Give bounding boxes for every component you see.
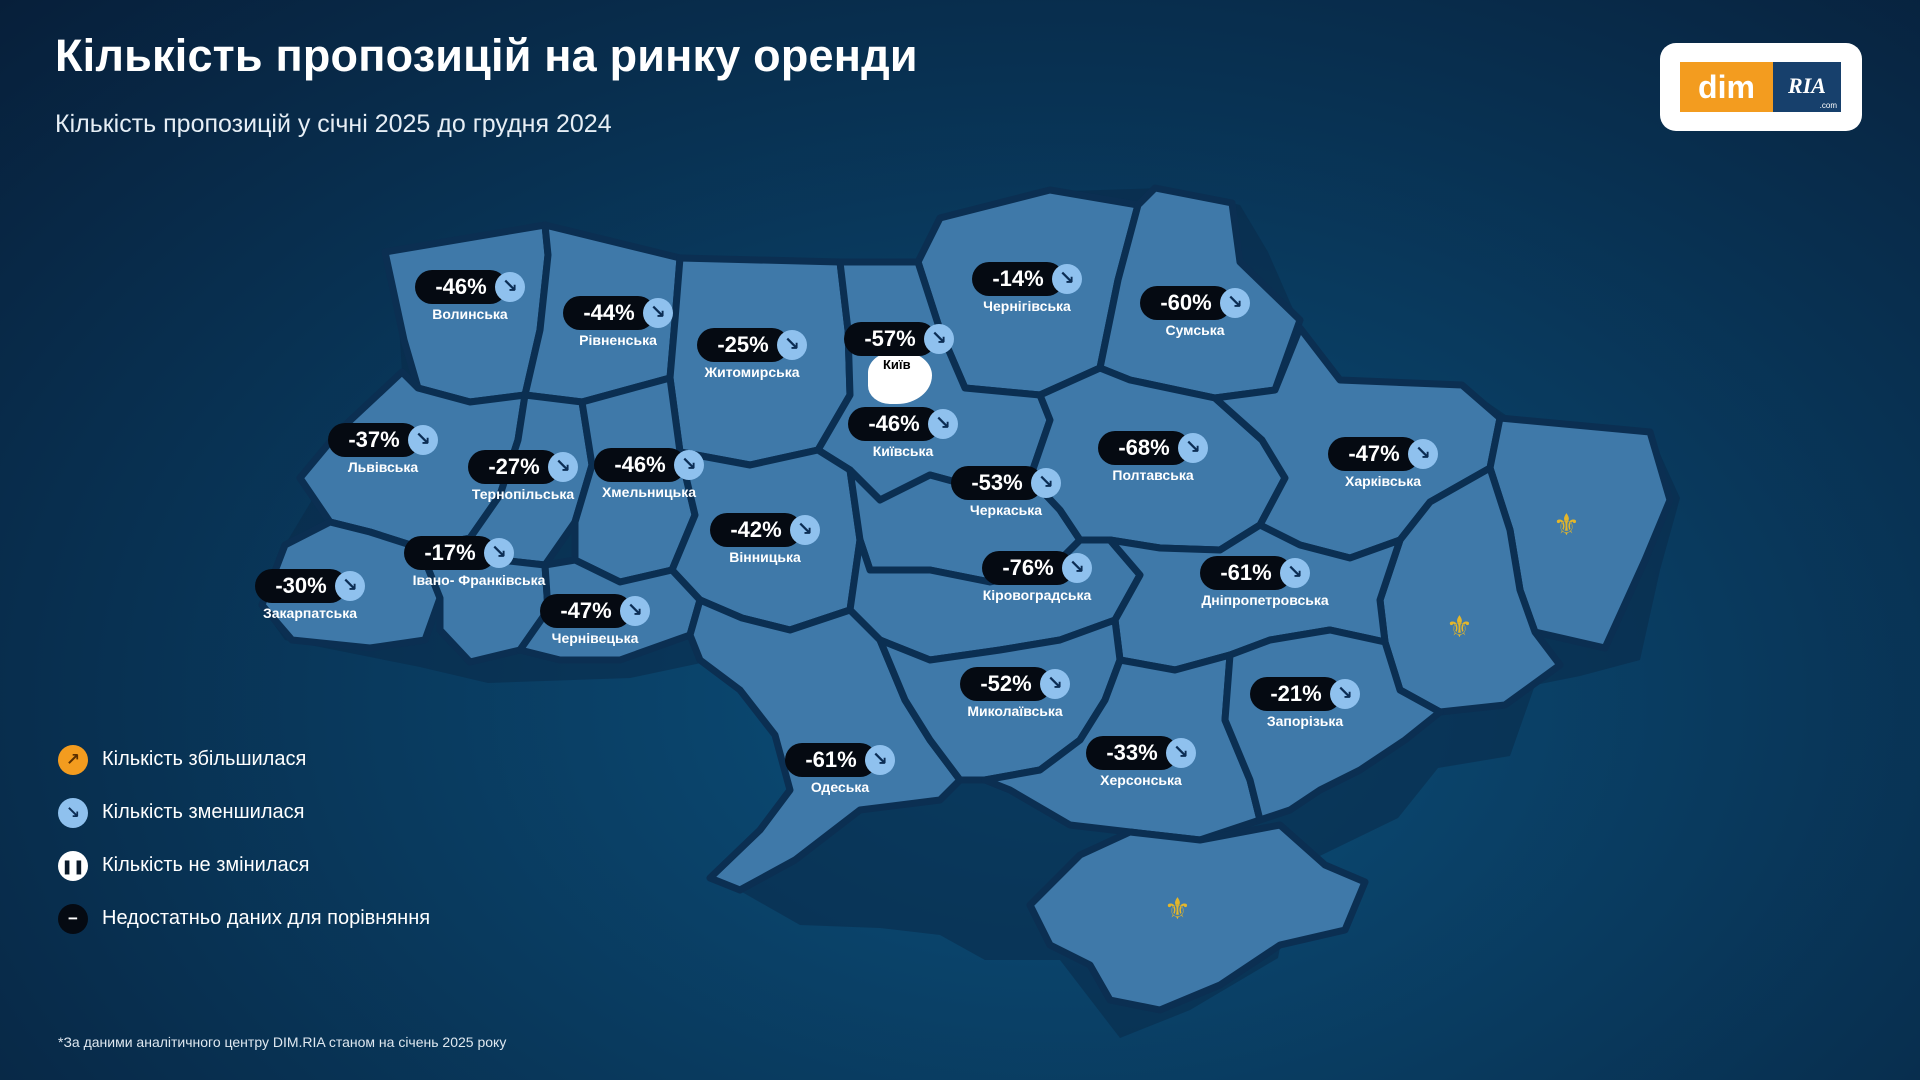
- region-label: Херсонська: [1100, 772, 1182, 788]
- region-label: Вінницька: [729, 549, 801, 565]
- region-percent: -42%: [710, 513, 802, 547]
- region-percent: -21%: [1250, 677, 1342, 711]
- region-label: Закарпатська: [262, 605, 357, 621]
- region-percent: -44%: [563, 296, 655, 330]
- legend-label: Кількість зменшилася: [102, 801, 305, 823]
- legend-label: Кількість не змінилася: [102, 854, 310, 876]
- region-label: Чернівецька: [551, 630, 639, 646]
- region-percent: -37%: [328, 423, 420, 457]
- region-percent: -46%: [415, 270, 507, 304]
- minus-icon: −: [58, 904, 88, 934]
- region-label: Житомирська: [704, 364, 800, 380]
- region-label: Дніпропетровська: [1201, 592, 1329, 608]
- arrow-down-right-icon: ↘: [928, 409, 958, 439]
- page-subtitle: Кількість пропозицій у січні 2025 до гру…: [55, 110, 612, 138]
- pause-icon: ❚❚: [58, 851, 88, 881]
- arrow-down-right-icon: ↘: [790, 515, 820, 545]
- arrow-up-right-icon: ↗: [58, 745, 88, 775]
- arrow-down-right-icon: ↘: [1166, 738, 1196, 768]
- region-label: Волинська: [432, 306, 508, 322]
- footnote: *За даними аналітичного центру DIM.RIA с…: [58, 1034, 507, 1050]
- region-percent: -25%: [697, 328, 789, 362]
- arrow-down-right-icon: ↘: [58, 798, 88, 828]
- arrow-down-right-icon: ↘: [924, 324, 954, 354]
- arrow-down-right-icon: ↘: [548, 452, 578, 482]
- region-label: Харківська: [1344, 473, 1421, 489]
- region-percent: -33%: [1086, 736, 1178, 770]
- logo-dim-part: dim: [1680, 62, 1773, 112]
- arrow-down-right-icon: ↘: [1330, 679, 1360, 709]
- arrow-down-right-icon: ↘: [1040, 669, 1070, 699]
- region-label: Кіровоградська: [982, 587, 1092, 603]
- arrow-down-right-icon: ↘: [495, 272, 525, 302]
- trident-icon: ⚜: [1164, 893, 1191, 926]
- arrow-down-right-icon: ↘: [1280, 558, 1310, 588]
- region-label: Сумська: [1165, 322, 1225, 338]
- logo-ria-part: RIA .com: [1773, 62, 1841, 112]
- region-label: Полтавська: [1112, 467, 1194, 483]
- region-crimea[interactable]: [1026, 821, 1369, 1014]
- region-percent: -47%: [540, 594, 632, 628]
- arrow-down-right-icon: ↘: [620, 596, 650, 626]
- region-percent: -53%: [951, 466, 1043, 500]
- region-percent: -30%: [255, 569, 347, 603]
- logo-com-text: .com: [1819, 101, 1837, 110]
- region-label: Івано- Франківська: [412, 572, 546, 588]
- arrow-down-right-icon: ↘: [1220, 288, 1250, 318]
- kyiv-city-label: Київ: [883, 357, 911, 372]
- region-percent: -14%: [972, 262, 1064, 296]
- arrow-down-right-icon: ↘: [1408, 439, 1438, 469]
- arrow-down-right-icon: ↘: [408, 425, 438, 455]
- region-percent: -57%: [844, 322, 936, 356]
- trident-icon: ⚜: [1446, 611, 1473, 644]
- region-percent: -76%: [982, 551, 1074, 585]
- region-percent: -52%: [960, 667, 1052, 701]
- region-label: Київська: [872, 443, 934, 459]
- trident-icon: ⚜: [1553, 509, 1580, 542]
- arrow-down-right-icon: ↘: [1062, 553, 1092, 583]
- region-label: Миколаївська: [967, 703, 1063, 719]
- region-percent: -27%: [468, 450, 560, 484]
- region-label: Рівненська: [579, 332, 657, 348]
- legend-label: Недостатньо даних для порівняння: [102, 907, 431, 929]
- region-percent: -61%: [785, 743, 877, 777]
- region-label: Чернігівська: [983, 298, 1071, 314]
- page-title: Кількість пропозицій на ринку оренди: [55, 30, 918, 81]
- region-percent: -47%: [1328, 437, 1420, 471]
- arrow-down-right-icon: ↘: [1178, 433, 1208, 463]
- arrow-down-right-icon: ↘: [865, 745, 895, 775]
- region-percent: -60%: [1140, 286, 1232, 320]
- region-label: Тернопільська: [471, 486, 575, 502]
- region-label: Хмельницька: [601, 484, 697, 500]
- arrow-down-right-icon: ↘: [335, 571, 365, 601]
- region-percent: -46%: [848, 407, 940, 441]
- region-percent: -17%: [404, 536, 496, 570]
- arrow-down-right-icon: ↘: [1031, 468, 1061, 498]
- arrow-down-right-icon: ↘: [777, 330, 807, 360]
- region-label: Одеська: [810, 779, 870, 795]
- dim-ria-logo[interactable]: dim RIA .com: [1660, 43, 1862, 131]
- arrow-down-right-icon: ↘: [1052, 264, 1082, 294]
- region-percent: -46%: [594, 448, 686, 482]
- arrow-down-right-icon: ↘: [674, 450, 704, 480]
- arrow-down-right-icon: ↘: [643, 298, 673, 328]
- legend-label: Кількість збільшилася: [102, 748, 307, 770]
- kyiv-city-shape[interactable]: [868, 352, 932, 404]
- region-percent: -68%: [1098, 431, 1190, 465]
- region-label: Черкаська: [969, 502, 1043, 518]
- arrow-down-right-icon: ↘: [484, 538, 514, 568]
- region-percent: -61%: [1200, 556, 1292, 590]
- region-label: Запорізька: [1266, 713, 1344, 729]
- logo-ria-text: RIA: [1788, 73, 1826, 98]
- region-label: Львівська: [347, 459, 419, 475]
